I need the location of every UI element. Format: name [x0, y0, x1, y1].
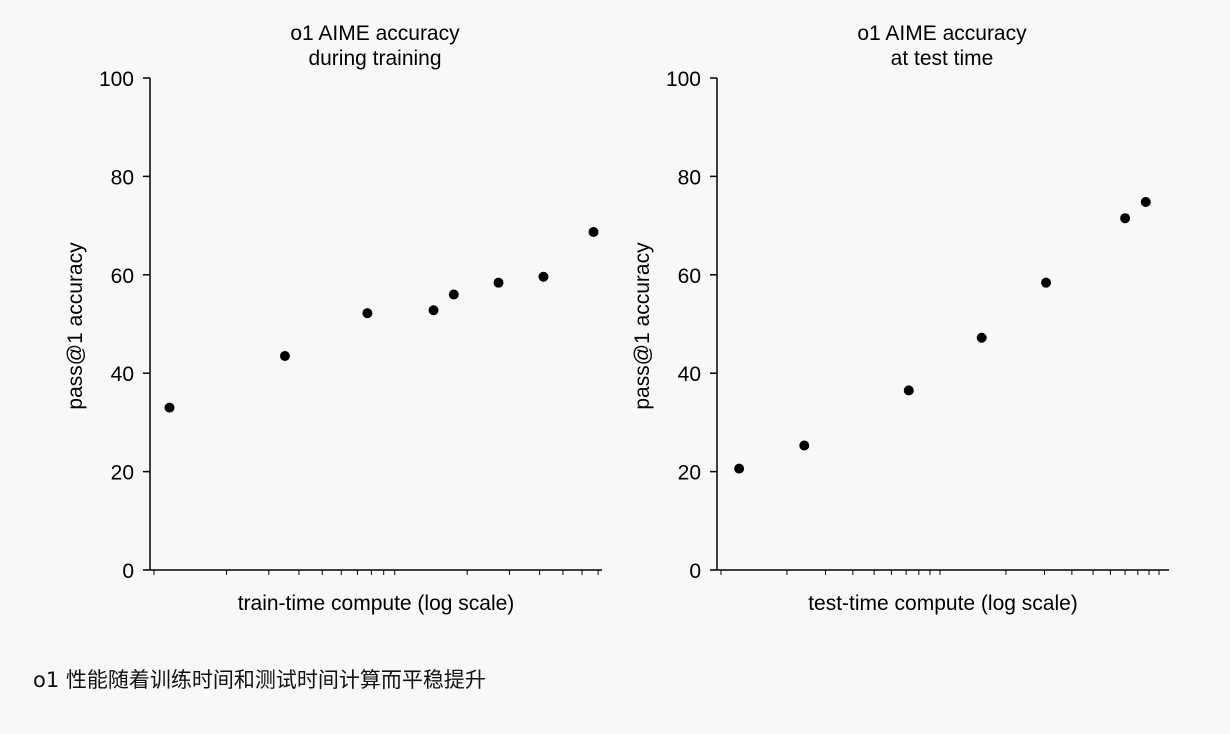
data-point	[588, 226, 599, 237]
data-point	[428, 305, 439, 316]
y-axis-label: pass@1 accuracy	[64, 242, 87, 410]
y-tick-label: 100	[99, 68, 134, 91]
y-tick-label: 80	[111, 166, 134, 189]
y-tick-label: 20	[678, 462, 701, 485]
y-tick-label: 20	[111, 462, 134, 485]
y-tick-label: 60	[678, 265, 701, 288]
data-point	[799, 440, 810, 451]
data-point	[1120, 213, 1131, 224]
data-point	[1140, 196, 1151, 207]
y-axis-label: pass@1 accuracy	[631, 242, 654, 410]
data-point	[976, 332, 987, 343]
y-tick-label: 0	[689, 560, 701, 583]
y-tick-label: 100	[666, 68, 701, 91]
y-tick-label: 0	[122, 560, 134, 583]
chart-title-line: during training	[308, 47, 441, 70]
y-tick-label: 40	[678, 363, 701, 386]
x-axis-label: test-time compute (log scale)	[808, 592, 1078, 615]
y-tick-label: 40	[111, 363, 134, 386]
y-tick-label: 80	[678, 166, 701, 189]
data-point	[279, 350, 290, 361]
data-point	[1041, 277, 1052, 288]
data-point	[164, 402, 175, 413]
figure-caption: o1 性能随着训练时间和测试时间计算而平稳提升	[33, 668, 486, 692]
charts-area: o1 AIME accuracy during training 0 20 40 60 80…	[64, 22, 1169, 615]
x-axis-label: train-time compute (log scale)	[238, 592, 515, 615]
chart-title-line: o1 AIME accuracy	[857, 22, 1027, 45]
chart-title-line: at test time	[891, 47, 994, 70]
data-point	[734, 463, 745, 474]
data-point	[448, 289, 459, 300]
chart-title-line: o1 AIME accuracy	[290, 22, 460, 45]
data-point	[903, 385, 914, 396]
y-tick-label: 60	[111, 265, 134, 288]
data-point	[493, 277, 504, 288]
data-point	[362, 308, 373, 319]
data-point	[538, 271, 549, 282]
